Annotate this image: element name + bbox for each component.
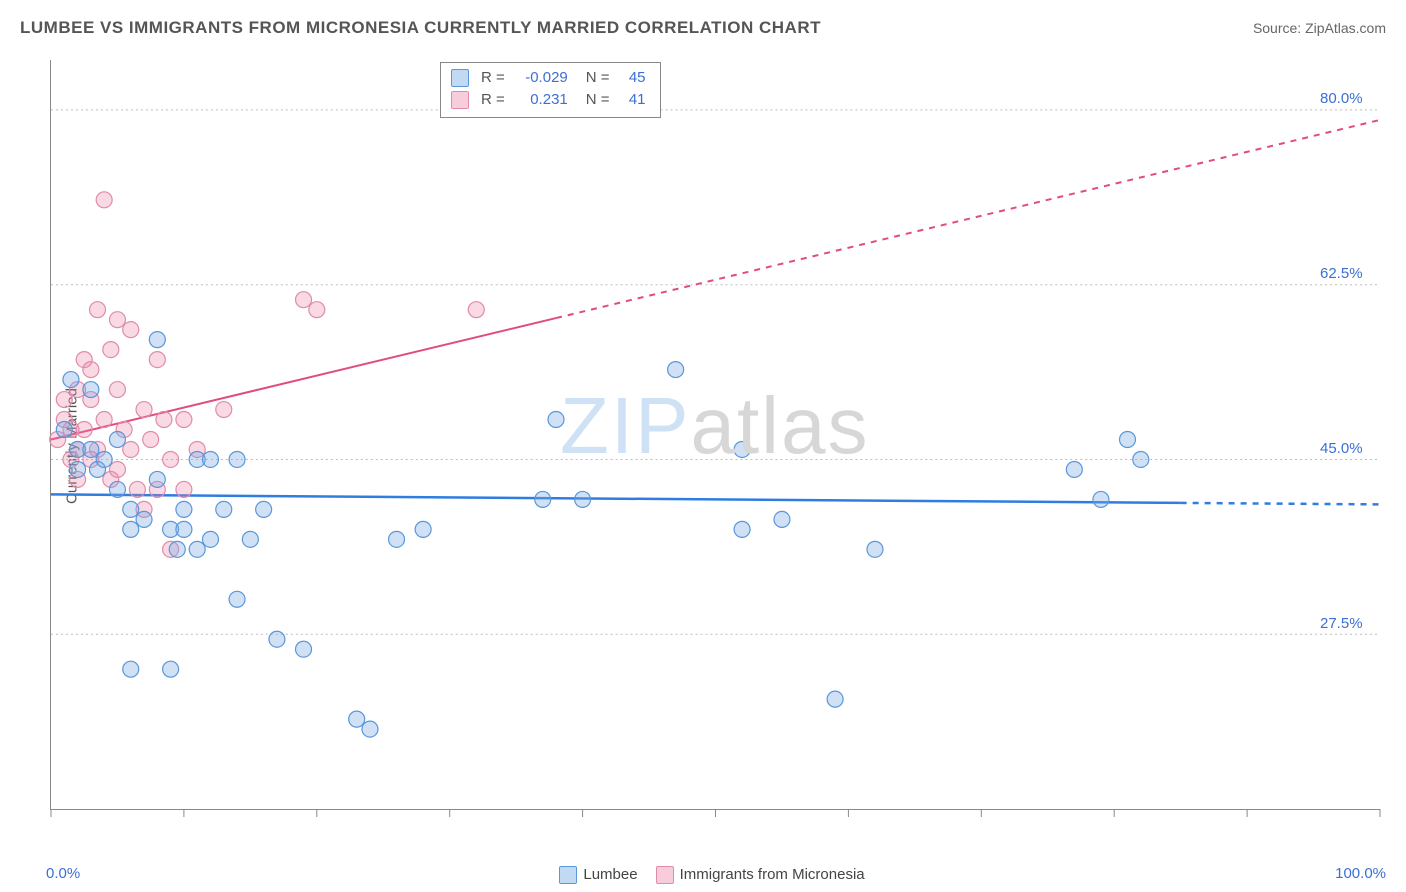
legend-label: Immigrants from Micronesia [680, 866, 865, 883]
top-legend: R = -0.029 N = 45 R = 0.231 N = 41 [440, 62, 661, 118]
legend-swatch [559, 866, 577, 884]
top-legend-row: R = 0.231 N = 41 [451, 89, 646, 111]
legend-swatch [656, 866, 674, 884]
legend-R-value: 0.231 [513, 89, 568, 111]
legend-R-label: R = [481, 67, 505, 89]
legend-N-label: N = [586, 89, 610, 111]
y-tick-label: 62.5% [1320, 265, 1363, 282]
title-bar: LUMBEE VS IMMIGRANTS FROM MICRONESIA CUR… [20, 18, 1386, 38]
y-tick-label: 80.0% [1320, 90, 1363, 107]
plot-area [50, 60, 1380, 810]
bottom-legend: Lumbee Immigrants from Micronesia [0, 866, 1406, 884]
source-label: Source: ZipAtlas.com [1253, 20, 1386, 36]
legend-R-value: -0.029 [513, 67, 568, 89]
legend-N-value: 41 [618, 89, 646, 111]
chart-title: LUMBEE VS IMMIGRANTS FROM MICRONESIA CUR… [20, 18, 821, 38]
legend-label: Lumbee [583, 866, 637, 883]
legend-swatch [451, 69, 469, 87]
chart-svg [51, 60, 1380, 809]
top-legend-row: R = -0.029 N = 45 [451, 67, 646, 89]
y-tick-label: 45.0% [1320, 440, 1363, 457]
legend-swatch [451, 91, 469, 109]
legend-N-value: 45 [618, 67, 646, 89]
y-tick-label: 27.5% [1320, 615, 1363, 632]
legend-N-label: N = [586, 67, 610, 89]
legend-R-label: R = [481, 89, 505, 111]
